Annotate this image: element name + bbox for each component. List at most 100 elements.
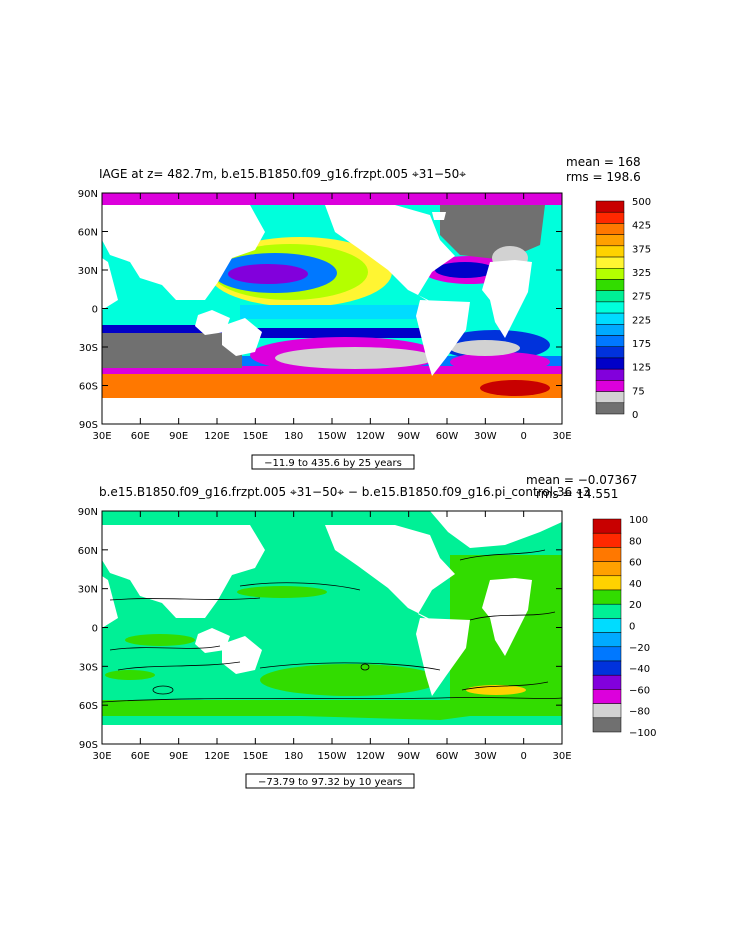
panel2-x-tick-label: 30E <box>552 751 571 762</box>
panel1-y-tick-label: 0 <box>92 305 98 316</box>
panel1-range-box <box>251 454 415 470</box>
panel2-y-tick-label: 0 <box>92 624 98 635</box>
panel2-mean: mean = −0.07367 <box>526 473 637 487</box>
panel2-colorbar-swatch <box>592 561 622 577</box>
panel1-colorbar-swatch <box>595 402 625 415</box>
panel1-x-tick-label: 90W <box>397 431 420 442</box>
panel2-colorbar-swatch <box>592 674 622 690</box>
panel1-colorbar-swatch <box>595 200 625 213</box>
panel2-colorbar-label: 0 <box>629 622 635 633</box>
panel2-x-tick-label: 120E <box>204 751 229 762</box>
panel2-colorbar-label: −80 <box>629 707 650 718</box>
panel1-npac-purple <box>228 264 308 284</box>
panel2-y-tick-label: 30N <box>78 585 98 596</box>
panel2-range-label: −73.79 to 97.32 by 10 years <box>258 777 402 788</box>
panel2-colorbar-swatch <box>592 603 622 619</box>
panel1-range-label: −11.9 to 435.6 by 25 years <box>264 458 402 469</box>
panel2-x-axis: 30E 60E 90E 120E 150E 180 150W 120W 90W 60W 30W 0 30… <box>92 511 572 762</box>
panel1-mean: mean = 168 <box>566 155 641 169</box>
panel1-colorbar-swatch <box>595 279 625 291</box>
panel1-colorbar-swatch <box>595 346 625 359</box>
panel2-colorbar-label: −100 <box>629 728 656 739</box>
panel2-x-tick-label: 150E <box>243 751 268 762</box>
panel2-colorbar-label: −20 <box>629 643 650 654</box>
panel1-colorbar-label: 75 <box>632 386 645 397</box>
panel1-y-tick-label: 90S <box>79 420 98 431</box>
panel1-x-tick-label: 30E <box>552 431 571 442</box>
panel2-colorbar: 100 80 60 40 20 0 −20 −40 −60 −80 −100 <box>592 515 656 739</box>
panel2-colorbar-swatch <box>592 646 622 662</box>
panel2-x-tick-label: 30E <box>92 751 111 762</box>
panel2-npac-green <box>237 586 327 598</box>
panel2-spac-green <box>260 664 440 696</box>
panel1-colorbar-swatch <box>595 368 625 381</box>
panel2-y-axis: 90N 60N 30N 0 30S 60S 90S <box>78 507 562 751</box>
panel2-colorbar-swatch <box>592 589 622 605</box>
panel2-so-green <box>102 700 562 720</box>
panel1-field <box>102 193 562 424</box>
panel2-x-tick-label: 120W <box>356 751 385 762</box>
panel1-colorbar: 500 425 375 325 275 225 175 125 75 0 <box>595 197 651 421</box>
panel1-x-tick-label: 150W <box>318 431 347 442</box>
panel1-colorbar-label: 175 <box>632 339 651 350</box>
panel2-x-tick-label: 60E <box>131 751 150 762</box>
panel2-colorbar-label: 40 <box>629 579 642 590</box>
panel1-y-axis: 90N 60N 30N 0 30S 60S 90S <box>78 189 562 431</box>
panel2-y-tick-label: 90S <box>79 740 98 751</box>
panel2-rms: rms = 14.551 <box>536 487 618 501</box>
panel1-spac-band <box>240 328 440 338</box>
panel1-colorbar-swatch <box>595 324 625 336</box>
panel2-colorbar-label: −40 <box>629 664 650 675</box>
panel1-x-tick-label: 0 <box>520 431 526 442</box>
panel2-title: b.e15.B1850.f09_g16.frzpt.005 ⌖31−50⌖ − … <box>99 485 590 499</box>
panel2-y-tick-label: 30S <box>79 662 98 673</box>
panel-difference: b.e15.B1850.f09_g16.frzpt.005 ⌖31−50⌖ − … <box>78 473 656 789</box>
panel2-io-green2 <box>105 670 155 680</box>
panel1-arctic-gray <box>440 205 545 260</box>
panel2-x-tick-label: 30W <box>474 751 497 762</box>
panel1-colorbar-swatch <box>595 245 625 258</box>
panel2-colorbar-swatch <box>592 618 622 633</box>
panel1-y-tick-label: 60N <box>78 228 98 239</box>
panel1-y-tick-label: 60S <box>79 382 98 393</box>
panel1-x-tick-label: 180 <box>284 431 303 442</box>
panel1-colorbar-swatch <box>595 312 625 325</box>
panel2-colorbar-swatch <box>592 532 622 548</box>
panel2-colorbar-swatch <box>592 703 622 719</box>
panel1-colorbar-label: 125 <box>632 363 651 374</box>
panel1-colorbar-label: 0 <box>632 410 638 421</box>
panel1-x-tick-label: 60W <box>436 431 459 442</box>
panel1-colorbar-swatch <box>595 234 625 247</box>
panel-iage: IAGE at z= 482.7m, b.e15.B1850.f09_g16.f… <box>78 155 651 470</box>
panel2-colorbar-swatch <box>592 689 622 704</box>
panel2-colorbar-swatch <box>592 632 622 648</box>
panel2-x-tick-label: 60W <box>436 751 459 762</box>
panel1-x-tick-label: 120E <box>204 431 229 442</box>
panel2-colorbar-label: 100 <box>629 515 648 526</box>
panel2-field <box>102 511 562 744</box>
panel2-colorbar-label: 20 <box>629 600 642 611</box>
panel1-io-band <box>102 325 242 333</box>
panel1-x-tick-label: 30W <box>474 431 497 442</box>
panel2-y-tick-label: 60S <box>79 701 98 712</box>
panel1-y-tick-label: 90N <box>78 189 98 200</box>
panel1-title: IAGE at z= 482.7m, b.e15.B1850.f09_g16.f… <box>99 167 466 181</box>
panel1-satl-gray <box>450 340 520 356</box>
panel2-colorbar-swatch <box>592 660 622 676</box>
panel1-spac-gray <box>275 347 435 369</box>
panel2-x-tick-label: 180 <box>284 751 303 762</box>
panel1-colorbar-swatch <box>595 211 625 224</box>
panel1-colorbar-label: 225 <box>632 315 651 326</box>
panel1-x-tick-label: 150E <box>243 431 268 442</box>
panel1-colorbar-swatch <box>595 301 625 314</box>
panel2-range-box <box>245 773 415 789</box>
panel1-io-gray <box>102 333 242 368</box>
panel2-x-tick-label: 90W <box>397 751 420 762</box>
panel1-x-axis: 30E 60E 90E 120E 150E 180 150W 120W 90W 60W 30W 0 30… <box>92 193 572 442</box>
panel1-x-tick-label: 120W <box>356 431 385 442</box>
panel1-y-tick-label: 30S <box>79 343 98 354</box>
panel1-colorbar-label: 425 <box>632 221 651 232</box>
panel2-x-tick-label: 0 <box>520 751 526 762</box>
panel1-colorbar-swatch <box>595 380 625 392</box>
